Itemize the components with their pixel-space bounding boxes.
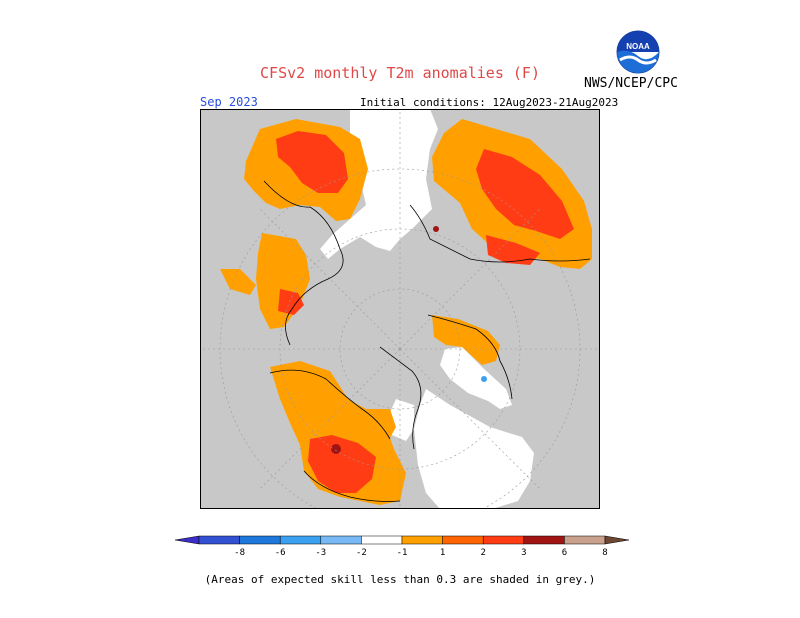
hot-region-far-east	[486, 235, 540, 265]
hot-region-canada	[308, 435, 376, 493]
colorbar-swatch	[320, 535, 362, 545]
colorbar-swatch	[239, 535, 281, 545]
colorbar-swatch	[482, 535, 525, 545]
polar-anomaly-map	[200, 109, 600, 509]
coastlines	[263, 180, 591, 502]
colorbar-swatch	[523, 535, 565, 545]
noaa-logo-text: NOAA	[626, 42, 650, 51]
colorbar-swatch	[401, 535, 443, 545]
neutral-region-canada-north	[388, 399, 414, 441]
neutral-region-siberia	[414, 389, 534, 509]
noaa-logo: NOAA	[616, 30, 660, 74]
colorbar-tick-label: -1	[397, 548, 408, 558]
colorbar-labels: -8 -6 -3 -2 -1 1 2 3 6 8	[234, 548, 608, 558]
map-graticule	[200, 109, 600, 509]
colorbar-tick-label: 2	[480, 548, 485, 558]
hot-region-europe	[276, 131, 348, 193]
colorbar-tick-label: -3	[315, 548, 326, 558]
colorbar-tick-label: 3	[521, 548, 526, 558]
very-hot-spot-canada	[331, 444, 341, 454]
skill-footnote: (Areas of expected skill less than 0.3 a…	[204, 573, 596, 586]
colorbar-tick-label: 8	[602, 548, 607, 558]
warm-region-atlantic	[220, 269, 256, 295]
agency-label: NWS/NCEP/CPC	[584, 76, 678, 91]
very-hot-spot-pacific	[433, 226, 439, 232]
colorbar-tick-label: -6	[275, 548, 286, 558]
forecast-month: Sep 2023	[200, 95, 258, 109]
map-frame	[200, 109, 600, 509]
colorbar-end-high	[604, 535, 630, 545]
cool-spot-greenland	[481, 376, 487, 382]
map-title: CFSv2 monthly T2m anomalies (F)	[260, 64, 540, 82]
initial-conditions: Initial conditions: 12Aug2023-21Aug2023	[360, 96, 619, 109]
warm-region-alaska	[432, 315, 500, 365]
colorbar-tick-label: 1	[440, 548, 445, 558]
colorbar-swatch	[198, 535, 240, 545]
colorbar-swatches	[175, 535, 630, 545]
neutral-region-greenland	[440, 347, 512, 409]
colorbar-end-low	[175, 535, 200, 545]
hot-region-central-asia	[278, 289, 304, 315]
colorbar-swatch	[361, 535, 403, 545]
colorbar-swatch	[279, 535, 322, 545]
colorbar-tick-label: -8	[234, 548, 245, 558]
colorbar-tick-label: -2	[356, 548, 367, 558]
colorbar-swatch	[564, 535, 606, 545]
hot-region-siberia	[476, 149, 574, 239]
colorbar: -8 -6 -3 -2 -1 1 2 3 6 8	[175, 535, 630, 558]
colorbar-swatch	[442, 535, 484, 545]
colorbar-tick-label: 6	[562, 548, 567, 558]
neutral-region-arctic	[320, 109, 438, 259]
